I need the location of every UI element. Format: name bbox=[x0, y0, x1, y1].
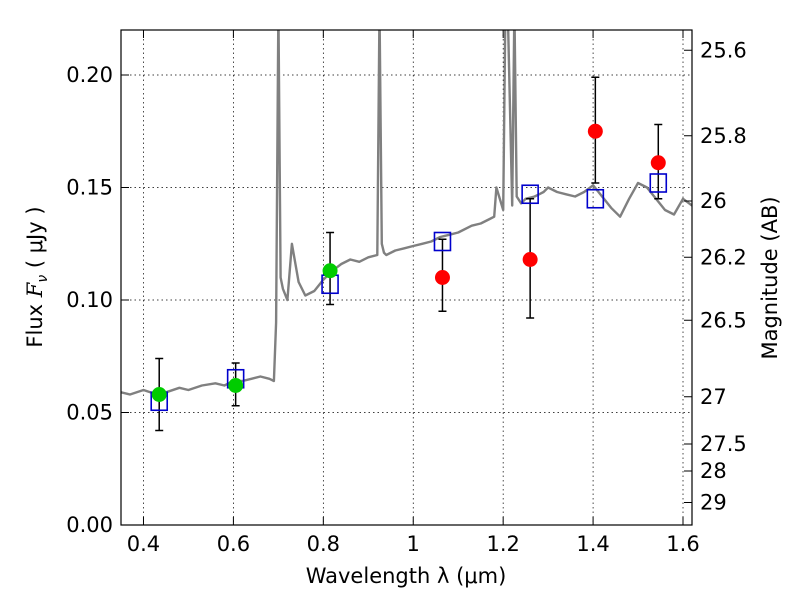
right-tick-label: 26.2 bbox=[700, 245, 747, 269]
right-tick-label: 25.6 bbox=[700, 38, 747, 62]
y-axis-label-subscript: ν bbox=[35, 275, 51, 283]
y-axis-label-post: ( μJy ) bbox=[23, 206, 47, 274]
y-tick-label: 0.05 bbox=[66, 401, 113, 425]
x-tick-label: 0.6 bbox=[217, 532, 250, 556]
grid bbox=[121, 30, 692, 526]
x-tick-label: 0.8 bbox=[307, 532, 340, 556]
red-data-point bbox=[587, 123, 603, 139]
model-box-marker bbox=[649, 173, 668, 193]
x-tick-label: 0.4 bbox=[127, 532, 160, 556]
right-axis-label: Magnitude (AB) bbox=[758, 196, 782, 359]
green-data-point bbox=[228, 378, 244, 393]
errorbar-layer bbox=[155, 76, 663, 432]
green-data-point bbox=[322, 263, 338, 279]
y-tick-label: 0.20 bbox=[66, 63, 113, 87]
x-tick-label: 1.6 bbox=[666, 532, 699, 556]
right-tick-label: 25.8 bbox=[700, 124, 747, 148]
red-data-point bbox=[522, 252, 538, 267]
y-axis-label-pre: Flux bbox=[23, 297, 47, 347]
right-tick-label: 27 bbox=[700, 385, 727, 409]
model-box-marker bbox=[586, 188, 605, 209]
label-layer: 0.4 0.6 0.8 1 1.2 1.4 1.6 0.00 0.05 0.10 0.15 0.20 2… bbox=[66, 38, 747, 556]
right-tick-label: 26.5 bbox=[700, 308, 747, 332]
y-tick-label: 0.00 bbox=[66, 513, 113, 537]
y-tick-label: 0.10 bbox=[66, 288, 113, 312]
x-tick-label: 1.2 bbox=[486, 532, 519, 556]
spectrum-layer bbox=[121, 30, 692, 396]
y-axis-label: Flux Fν ( μJy ) bbox=[23, 206, 51, 347]
x-tick-label: 1 bbox=[407, 532, 420, 556]
red-data-point bbox=[650, 155, 666, 171]
x-tick-label: 1.4 bbox=[576, 532, 609, 556]
spectrum-line bbox=[121, 30, 692, 396]
red-data-point bbox=[434, 270, 450, 285]
y-axis-label-symbol: F bbox=[23, 281, 47, 298]
model-box-marker bbox=[433, 231, 452, 252]
plot-frame bbox=[120, 29, 693, 526]
tick-layer bbox=[121, 30, 692, 526]
right-tick-label: 29 bbox=[700, 491, 727, 515]
marker-layer bbox=[150, 123, 668, 412]
y-tick-label: 0.15 bbox=[66, 176, 113, 200]
green-data-point bbox=[151, 387, 167, 402]
right-tick-label: 28 bbox=[700, 459, 727, 483]
right-tick-label: 26 bbox=[700, 189, 727, 213]
right-tick-label: 27.5 bbox=[700, 432, 747, 456]
x-axis-label: Wavelength λ (μm) bbox=[306, 564, 507, 588]
model-box-marker bbox=[521, 184, 539, 205]
